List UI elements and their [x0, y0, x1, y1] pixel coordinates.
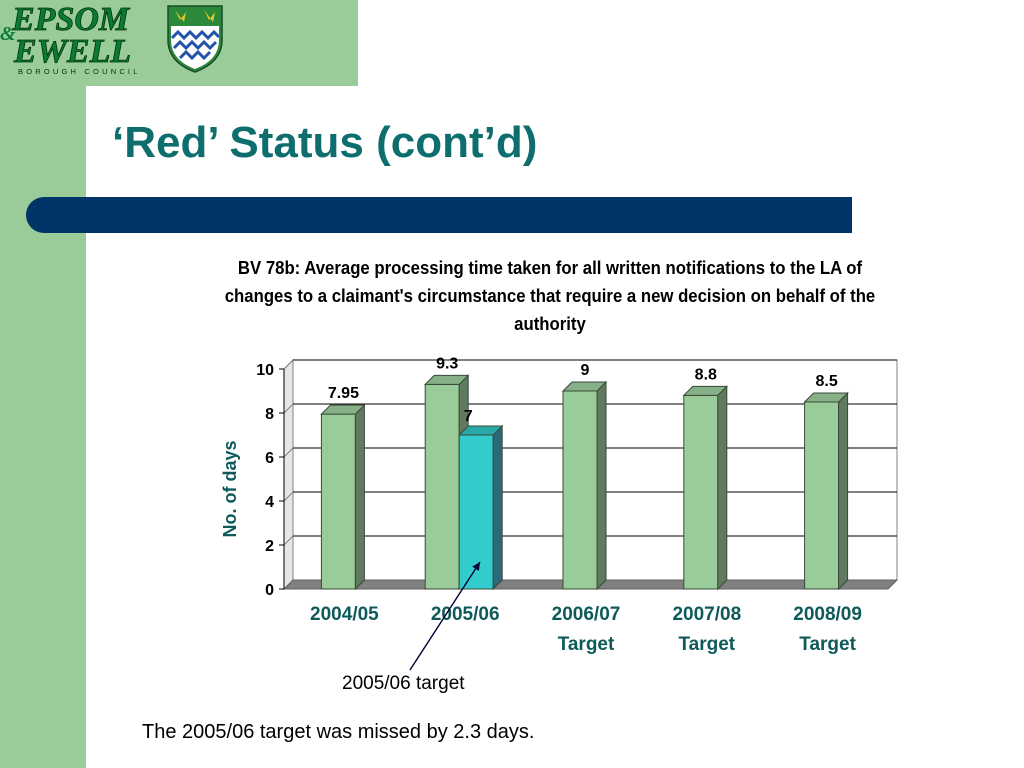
target-bar: [457, 424, 504, 591]
y-tick-label: 2: [265, 538, 274, 555]
y-tick-label: 10: [256, 362, 274, 379]
bar-front: [804, 401, 840, 590]
x-tick-label: Target: [678, 634, 735, 655]
target-bar-top: [457, 425, 504, 436]
gridline-wall: [283, 359, 294, 370]
bar-data-label: 8.5: [815, 373, 837, 390]
x-tick-label: 2007/08: [672, 604, 741, 625]
logo-ewell: EWELL: [13, 33, 131, 70]
bar-top: [803, 392, 849, 403]
summary-note: The 2005/06 target was missed by 2.3 day…: [142, 721, 535, 743]
bar-side: [838, 391, 849, 591]
title-underline-stripe: [26, 197, 852, 233]
slide-title: ‘Red’ Status (cont’d): [112, 118, 538, 167]
bar-top: [561, 381, 608, 392]
bar: [682, 385, 729, 591]
target-bar-data-label: 7: [464, 408, 473, 425]
bar-front: [320, 413, 356, 590]
x-tick-label: 2005/06: [431, 604, 500, 625]
target-bar-front: [458, 434, 494, 590]
x-tick-label: 2006/07: [552, 604, 621, 625]
bar: [320, 403, 366, 591]
bar-front: [424, 383, 460, 590]
gridline-wall: [283, 447, 294, 458]
bar: [803, 391, 849, 591]
x-tick-label: Target: [799, 634, 856, 655]
bar-side: [596, 380, 607, 591]
chart-title: BV 78b: Average processing time taken fo…: [224, 258, 876, 334]
bar-data-label: 8.8: [695, 366, 717, 383]
x-tick-label: 2004/05: [310, 604, 379, 625]
gridline-wall: [283, 491, 294, 502]
annotation-arrowhead: [472, 562, 480, 571]
bar-data-label: 9: [581, 362, 590, 379]
bar: [561, 380, 608, 591]
bar-data-label: 9.3: [436, 355, 458, 372]
bar-top: [423, 374, 470, 385]
bar-data-label: 7.95: [328, 385, 359, 402]
bar-top: [320, 404, 366, 415]
x-tick-label: 2008/09: [793, 604, 862, 625]
x-tick-label: Target: [558, 634, 615, 655]
logo-ampersand: &: [0, 23, 16, 45]
bar-top: [682, 385, 729, 396]
gridline-wall: [283, 403, 294, 414]
y-tick-label: 4: [265, 494, 274, 511]
y-tick-label: 6: [265, 450, 274, 467]
logo-epsom: EPSOM: [11, 1, 131, 38]
bar-side: [354, 403, 365, 591]
bar-front: [683, 394, 719, 590]
bar-side: [717, 385, 728, 591]
crest-icon: [167, 5, 223, 73]
annotation-arrow-line: [409, 561, 481, 671]
council-logo: EPSOM & EWELL BOROUGH COUNCIL: [0, 1, 223, 76]
target-bar-side: [492, 424, 503, 591]
gridline-wall: [283, 535, 294, 546]
bar-front: [562, 390, 598, 590]
left-green-band: [0, 0, 86, 768]
y-axis-title: No. of days: [220, 440, 240, 537]
plot-left-wall: [283, 358, 294, 591]
logo-subtitle: BOROUGH COUNCIL: [18, 67, 141, 76]
y-tick-label: 0: [265, 582, 274, 599]
target-annotation: 2005/06 target: [342, 673, 465, 694]
y-tick-label: 8: [265, 406, 274, 423]
